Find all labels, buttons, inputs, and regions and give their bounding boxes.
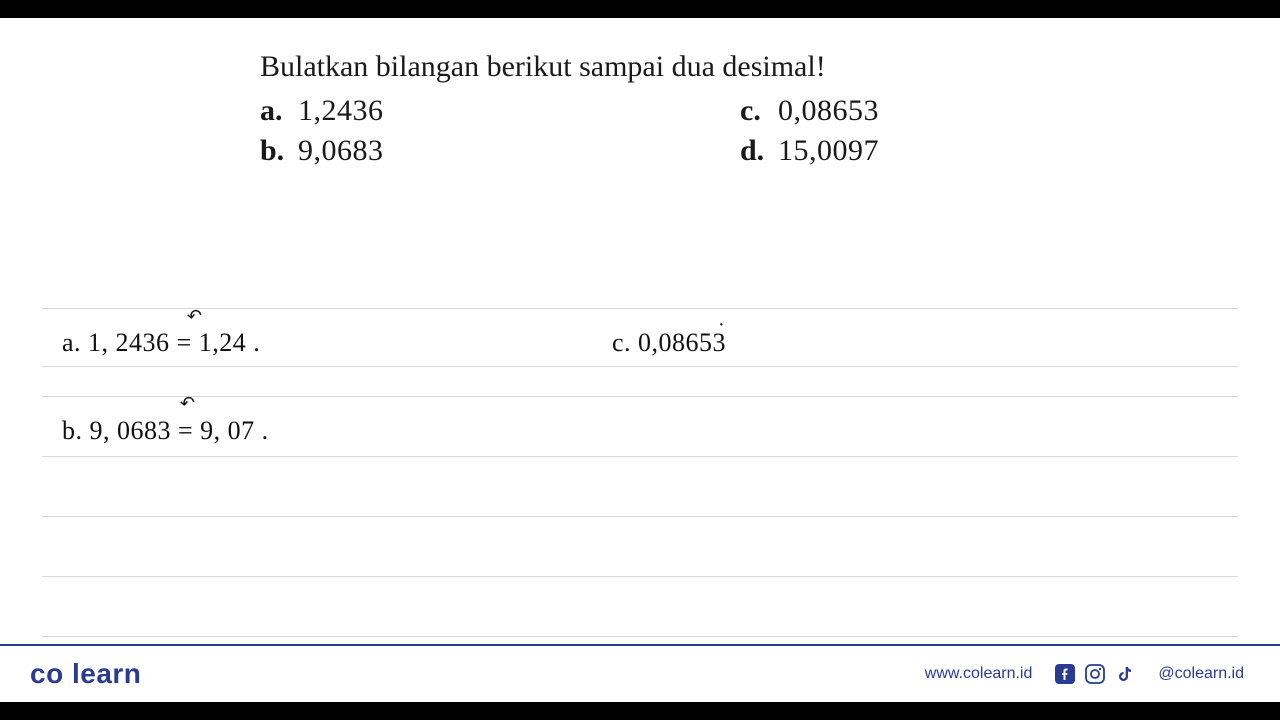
option-c: c. 0,08653: [740, 94, 1080, 128]
option-value: 15,0097: [778, 134, 879, 168]
option-value: 9,0683: [298, 134, 384, 168]
rule-line: [42, 516, 1238, 517]
option-b: b. 9,0683: [260, 134, 600, 168]
handwriting-c: c. 0,08653: [612, 328, 726, 358]
question-title: Bulatkan bilangan berikut sampai dua des…: [260, 50, 1080, 84]
option-label: b.: [260, 134, 298, 168]
tiktok-icon[interactable]: [1114, 663, 1136, 685]
options-grid: a. 1,2436 c. 0,08653 b. 9,0683 d. 15,009…: [260, 94, 1080, 168]
arc-mark-b: ↶: [179, 392, 196, 414]
page-container: Bulatkan bilangan berikut sampai dua des…: [0, 18, 1280, 702]
rule-line: [42, 308, 1238, 309]
option-value: 0,08653: [778, 94, 879, 128]
footer-right: www.colearn.id @colearn.id: [925, 663, 1244, 685]
facebook-icon[interactable]: [1054, 663, 1076, 685]
logo-part2: learn: [72, 658, 141, 689]
rule-line: [42, 366, 1238, 367]
logo: co learn: [30, 658, 141, 690]
social-handle[interactable]: @colearn.id: [1158, 665, 1244, 683]
rule-line: [42, 396, 1238, 397]
ruled-area: ↶ a. 1, 2436 = 1,24 . · c. 0,08653 ↶ b. …: [42, 308, 1238, 628]
option-value: 1,2436: [298, 94, 384, 128]
website-link[interactable]: www.colearn.id: [925, 665, 1033, 683]
social-icons: [1054, 663, 1136, 685]
option-label: d.: [740, 134, 778, 168]
option-label: a.: [260, 94, 298, 128]
option-label: c.: [740, 94, 778, 128]
question-block: Bulatkan bilangan berikut sampai dua des…: [260, 50, 1080, 168]
rule-line: [42, 456, 1238, 457]
option-d: d. 15,0097: [740, 134, 1080, 168]
footer: co learn www.colearn.id @colearn.id: [0, 644, 1280, 702]
arc-mark-a: ↶: [186, 305, 203, 327]
rule-line: [42, 576, 1238, 577]
handwriting-a: a. 1, 2436 = 1,24 .: [62, 328, 260, 358]
option-a: a. 1,2436: [260, 94, 600, 128]
instagram-icon[interactable]: [1084, 663, 1106, 685]
handwriting-b: b. 9, 0683 = 9, 07 .: [62, 416, 269, 446]
logo-part1: co: [30, 658, 64, 689]
logo-dot: [64, 658, 72, 689]
rule-line: [42, 636, 1238, 637]
